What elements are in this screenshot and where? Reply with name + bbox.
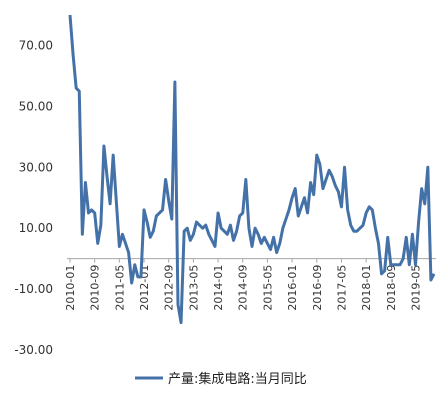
series-layer: [68, 14, 436, 325]
x-tick-label: 2018-09: [385, 265, 398, 311]
x-tick-label: 2013-05: [187, 265, 200, 311]
y-tick-label: -30.00: [14, 343, 53, 357]
y-tick-label: -10.00: [14, 282, 53, 296]
x-tick-label: 2014-09: [237, 265, 250, 311]
x-tick-label: 2010-09: [89, 265, 102, 311]
series-line: [68, 14, 436, 325]
y-tick-label: 10.00: [19, 221, 53, 235]
x-tick-label: 2017-05: [335, 265, 348, 311]
legend-label: 产量:集成电路:当月同比: [168, 371, 307, 387]
x-tick-label: 2016-09: [311, 265, 324, 311]
x-tick-label: 2015-05: [261, 265, 274, 311]
x-tick-label: 2012-09: [163, 265, 176, 311]
x-axis-ticks: 2010-01 2010-09 2011-05 2012-01 2012-09 2013-…: [64, 258, 422, 311]
legend: 产量:集成电路:当月同比: [135, 371, 307, 387]
x-tick-label: 2014-01: [212, 265, 225, 311]
y-tick-label: 70.00: [19, 38, 53, 52]
x-tick-label: 2019-05: [409, 265, 422, 311]
y-axis-ticks: 70.00 50.00 30.00 10.00 -10.00 -30.00: [14, 38, 53, 357]
x-tick-label: 2010-01: [64, 265, 77, 311]
x-tick-label: 2018-01: [360, 265, 373, 311]
y-tick-label: 50.00: [19, 99, 53, 113]
x-tick-label: 2011-05: [113, 265, 126, 311]
y-tick-label: 30.00: [19, 160, 53, 174]
x-tick-label: 2016-01: [286, 265, 299, 311]
